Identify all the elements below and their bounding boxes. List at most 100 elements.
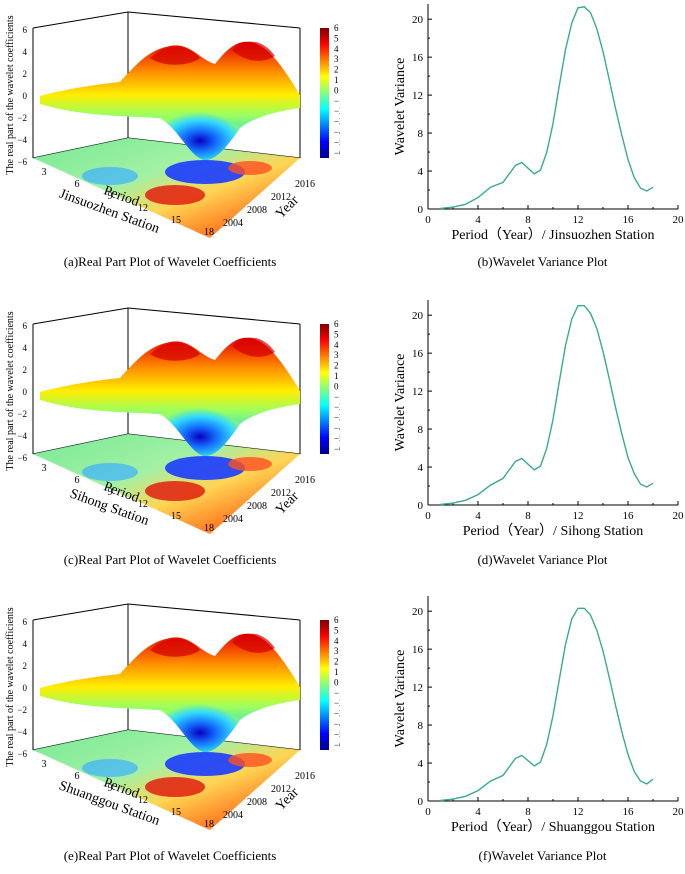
z-tick-label: 6 (23, 25, 28, 35)
y-tick-label: 8 (418, 720, 424, 732)
contour-projection (33, 138, 300, 238)
year-tick-label: 2008 (247, 501, 267, 512)
x-tick-label: 20 (673, 806, 685, 818)
year-tick-label: 2016 (295, 475, 315, 486)
y-tick-label: 20 (412, 14, 424, 26)
x-tick-label: 16 (623, 806, 635, 818)
y-tick-label: 0 (418, 204, 424, 216)
colorbar-tick-label: 3 (334, 54, 339, 64)
variance-caption: (f)Wavelet Variance Plot (478, 848, 607, 863)
colorbar-tick-label: 4 (334, 636, 339, 646)
y-axis-label: Wavelet Variance (393, 354, 408, 452)
x-tick-label: 20 (673, 510, 685, 522)
x-axis-label: Period（Year）/ Sihong Station (463, 523, 644, 539)
colorbar-tick-label: −1 (334, 392, 340, 402)
period-tick-label: 12 (138, 499, 148, 510)
y-tick-label: 20 (412, 606, 424, 618)
colorbar-tick-label: 3 (334, 350, 339, 360)
colorbar-tick-label: 4 (334, 340, 339, 350)
period-tick-label: 15 (171, 511, 181, 522)
x-tick-label: 12 (573, 214, 584, 226)
contour-projection (33, 730, 300, 830)
z-tick-label: 4 (23, 47, 28, 57)
y-axis-label: Wavelet Variance (393, 58, 408, 156)
period-tick-label: 6 (75, 179, 80, 190)
x-tick-label: 16 (623, 510, 635, 522)
year-axis-ticks: 2016 2012 2008 2004 (223, 475, 315, 525)
z-axis-ticks: 6 4 2 0 −2 −4 −6 (17, 617, 27, 759)
colorbar-tick-label: −6 (334, 148, 340, 158)
year-axis-ticks: 2016 2012 2008 2004 (223, 179, 315, 229)
year-tick-label: 2004 (223, 514, 243, 525)
colorbar-tick-label: 5 (334, 625, 339, 635)
colorbar-tick-label: 4 (334, 44, 339, 54)
z-tick-label: −4 (17, 727, 27, 737)
y-tick-label: 0 (418, 500, 424, 512)
z-axis-label: The real part of the wavelet coefficient… (5, 607, 16, 766)
y-axis-label: Wavelet Variance (393, 650, 408, 748)
z-axis-label: The real part of the wavelet coefficient… (5, 311, 16, 470)
y-tick-label: 0 (418, 796, 424, 808)
z-tick-label: −2 (17, 409, 27, 419)
surface-caption: (a)Real Part Plot of Wavelet Coefficient… (63, 254, 277, 269)
colorbar-tick-label: 1 (334, 371, 339, 381)
year-tick-label: 2012 (271, 192, 291, 203)
variance-series-line (440, 6, 654, 210)
z-axis-label: The real part of the wavelet coefficient… (5, 15, 16, 174)
colorbar-tick-label: −5 (334, 729, 340, 739)
period-axis-ticks: 3 6 9 12 15 18 (42, 167, 215, 238)
z-tick-label: 4 (23, 639, 28, 649)
x-tick-label: 20 (673, 214, 685, 226)
year-tick-label: 2004 (223, 218, 243, 229)
y-tick-label: 8 (418, 128, 424, 140)
year-tick-label: 2016 (295, 771, 315, 782)
z-tick-label: 2 (23, 365, 28, 375)
period-axis-ticks: 3 6 9 12 15 18 (42, 759, 215, 830)
variance-caption: (b)Wavelet Variance Plot (477, 254, 608, 269)
colorbar-tick-label: 2 (334, 65, 339, 75)
x-tick-label: 12 (573, 510, 584, 522)
colorbar-tick-label: −4 (334, 423, 340, 433)
z-tick-label: −6 (17, 453, 27, 463)
colorbar-tick-label: −2 (334, 402, 340, 412)
z-tick-label: −2 (17, 705, 27, 715)
z-tick-label: 2 (23, 661, 28, 671)
y-tick-label: 4 (418, 758, 424, 770)
variance-caption: (d)Wavelet Variance Plot (477, 552, 608, 567)
colorbar-tick-label: 1 (334, 75, 339, 85)
period-tick-label: 9 (108, 783, 113, 794)
y-tick-label: 20 (412, 310, 424, 322)
wavelet-variance-chart: 0 4 8 12 16 20 0 4 8 12 16 20 Wavelet Variance Period… (393, 596, 685, 835)
year-axis-ticks: 2016 2012 2008 2004 (223, 771, 315, 821)
colorbar-tick-label: 2 (334, 361, 339, 371)
x-tick-label: 0 (425, 806, 431, 818)
colorbar-tick-label: 0 (334, 85, 339, 95)
coefficient-surface (40, 41, 300, 160)
period-tick-label: 3 (42, 463, 47, 474)
colorbar-tick-label: −1 (334, 688, 340, 698)
coefficient-surface (40, 337, 300, 456)
period-axis-ticks: 3 6 9 12 15 18 (42, 463, 215, 534)
period-tick-label: 9 (108, 191, 113, 202)
colorbar-tick-label: −4 (334, 127, 340, 137)
year-tick-label: 2016 (295, 179, 315, 190)
colorbar-tick-label: 5 (334, 329, 339, 339)
period-tick-label: 3 (42, 759, 47, 770)
colorbar-tick-label: 6 (334, 615, 339, 625)
x-tick-label: 4 (475, 510, 481, 522)
variance-series-line (440, 607, 654, 802)
x-axis-label: Period（Year）/ Jinsuozhen Station (451, 227, 654, 243)
period-tick-label: 15 (171, 215, 181, 226)
period-tick-label: 6 (75, 475, 80, 486)
colorbar-tick-label: 0 (334, 677, 339, 687)
coefficient-surface (40, 633, 300, 752)
colorbar-tick-label: 5 (334, 33, 339, 43)
x-tick-label: 4 (475, 214, 481, 226)
colorbar-tick-label: 3 (334, 646, 339, 656)
y-tick-label: 16 (412, 52, 424, 64)
